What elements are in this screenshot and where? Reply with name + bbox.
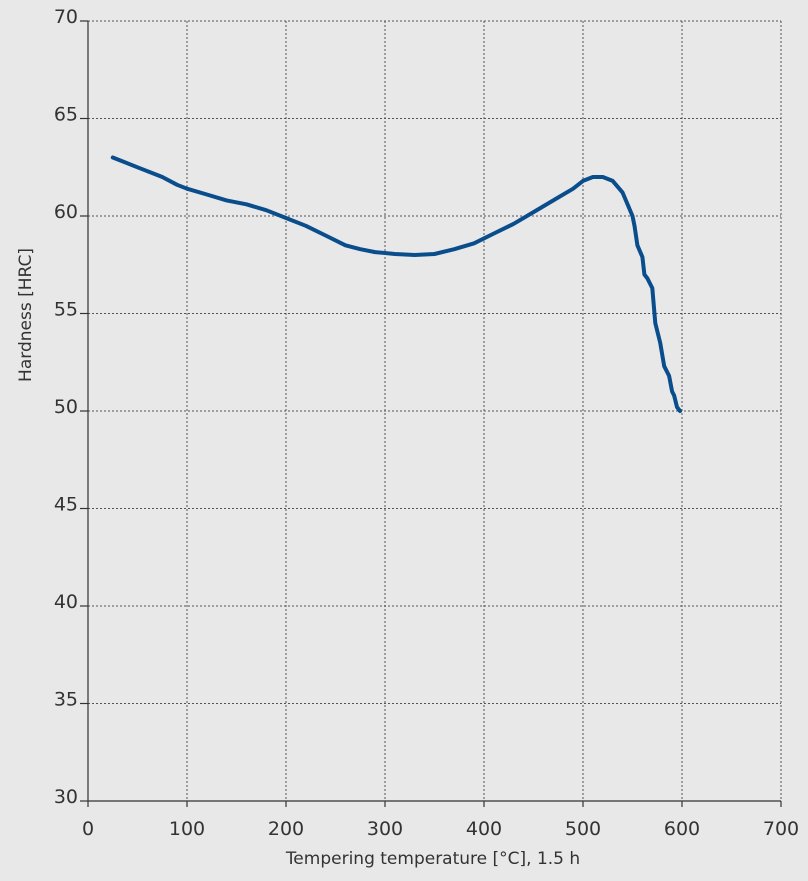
y-tick-label-35: 35 — [54, 689, 78, 711]
y-tick-label-40: 40 — [54, 591, 78, 613]
x-tick-label-200: 200 — [268, 818, 304, 840]
series-layer — [110, 155, 682, 413]
grid — [88, 20, 782, 801]
y-tick-label-60: 60 — [54, 201, 78, 223]
tick-labels: 0 100 200 300 400 500 600 700 30 35 40 45 50 55 60 65 70 — [54, 6, 799, 840]
x-tick-label-700: 700 — [763, 818, 799, 840]
y-tick-label-30: 30 — [54, 786, 78, 808]
x-axis-title: Tempering temperature [°C], 1.5 h — [285, 849, 580, 869]
y-tick-label-70: 70 — [54, 6, 78, 28]
x-tick-label-300: 300 — [367, 818, 403, 840]
x-tick-label-600: 600 — [664, 818, 700, 840]
x-tick-label-500: 500 — [565, 818, 601, 840]
series-line-0 — [110, 155, 682, 413]
y-axis-title: Hardness [HRC] — [16, 248, 36, 382]
axes — [80, 20, 782, 807]
x-tick-label-0: 0 — [82, 818, 94, 840]
x-tick-label-100: 100 — [169, 818, 205, 840]
y-tick-label-65: 65 — [54, 104, 78, 126]
y-tick-label-50: 50 — [54, 396, 78, 418]
y-tick-label-45: 45 — [54, 494, 78, 516]
y-tick-label-55: 55 — [54, 299, 78, 321]
x-tick-label-400: 400 — [466, 818, 502, 840]
